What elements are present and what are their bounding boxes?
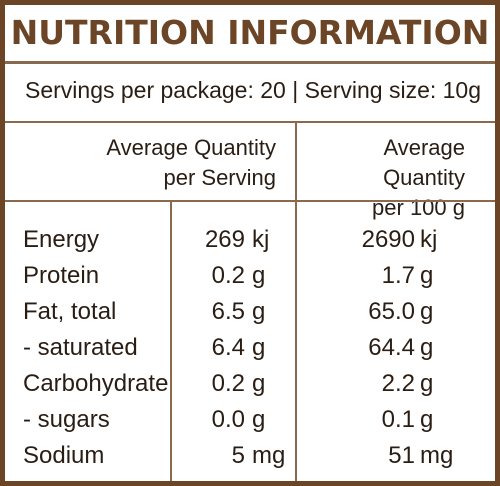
table-row: Protein 0.2 g 1.7 g — [5, 258, 495, 294]
per-serving-unit: kj — [252, 226, 270, 253]
per-serving-value: 6.5 — [211, 298, 245, 325]
value-column-divider — [295, 202, 297, 481]
per-serving-value: 6.4 — [211, 334, 245, 361]
nutrient-column-divider — [170, 202, 172, 481]
header-divider — [5, 200, 495, 202]
per-serving-value: 5 — [231, 442, 245, 469]
serving-divider — [5, 121, 495, 123]
table-row: Energy 269 kj 2690 kj — [5, 222, 495, 258]
nutrient-name: Carbohydrate — [23, 370, 169, 397]
per-100g-unit: g — [420, 406, 434, 433]
nutrient-name: Sodium — [23, 442, 105, 469]
table-row: - sugars 0.0 g 0.1 g — [5, 402, 495, 438]
per-100g-unit: g — [420, 262, 434, 289]
per-100g-header: Average Quantity per 100 g — [305, 133, 465, 223]
per-100g-value: 64.4 — [368, 334, 415, 361]
table-row: Carbohydrate 0.2 g 2.2 g — [5, 366, 495, 402]
panel-title: NUTRITION INFORMATION — [10, 13, 490, 52]
nutrient-name: - sugars — [23, 406, 110, 433]
per-serving-unit: g — [252, 334, 266, 361]
per-serving-value: 0.0 — [211, 406, 245, 433]
header-column-divider — [295, 123, 297, 200]
nutrient-name: Energy — [23, 226, 100, 253]
per-100g-value: 51 — [388, 442, 415, 469]
per-serving-header-line2: per Serving — [163, 165, 276, 190]
per-serving-unit: g — [252, 262, 266, 289]
per-100g-value: 1.7 — [381, 262, 415, 289]
per-serving-unit: mg — [252, 442, 286, 469]
per-serving-value: 0.2 — [211, 370, 245, 397]
per-100g-value: 0.1 — [381, 406, 415, 433]
per-serving-header: Average Quantity per Serving — [65, 133, 276, 193]
per-100g-value: 2.2 — [381, 370, 415, 397]
serving-info: Servings per package: 20 | Serving size:… — [25, 77, 482, 103]
table-row: Sodium 5 mg 51 mg — [5, 438, 495, 474]
per-serving-unit: g — [252, 406, 266, 433]
table-row: Fat, total 6.5 g 65.0 g — [5, 294, 495, 330]
per-serving-unit: g — [252, 370, 266, 397]
per-100g-unit: mg — [420, 442, 454, 469]
per-100g-header-line2: per 100 g — [372, 195, 465, 220]
per-100g-value: 65.0 — [368, 298, 415, 325]
nutrient-name: - saturated — [23, 334, 138, 361]
per-serving-header-line1: Average Quantity — [106, 135, 276, 160]
table-row: - saturated 6.4 g 64.4 g — [5, 330, 495, 366]
per-serving-value: 0.2 — [211, 262, 245, 289]
title-divider — [5, 61, 495, 64]
per-100g-header-line1: Average Quantity — [383, 135, 465, 190]
per-100g-unit: g — [420, 370, 434, 397]
nutrient-name: Protein — [23, 262, 100, 289]
per-100g-unit: g — [420, 298, 434, 325]
per-100g-unit: kj — [420, 226, 438, 253]
per-serving-value: 269 — [204, 226, 245, 253]
nutrient-name: Fat, total — [23, 298, 117, 325]
per-100g-value: 2690 — [361, 226, 415, 253]
per-serving-unit: g — [252, 298, 266, 325]
per-100g-unit: g — [420, 334, 434, 361]
